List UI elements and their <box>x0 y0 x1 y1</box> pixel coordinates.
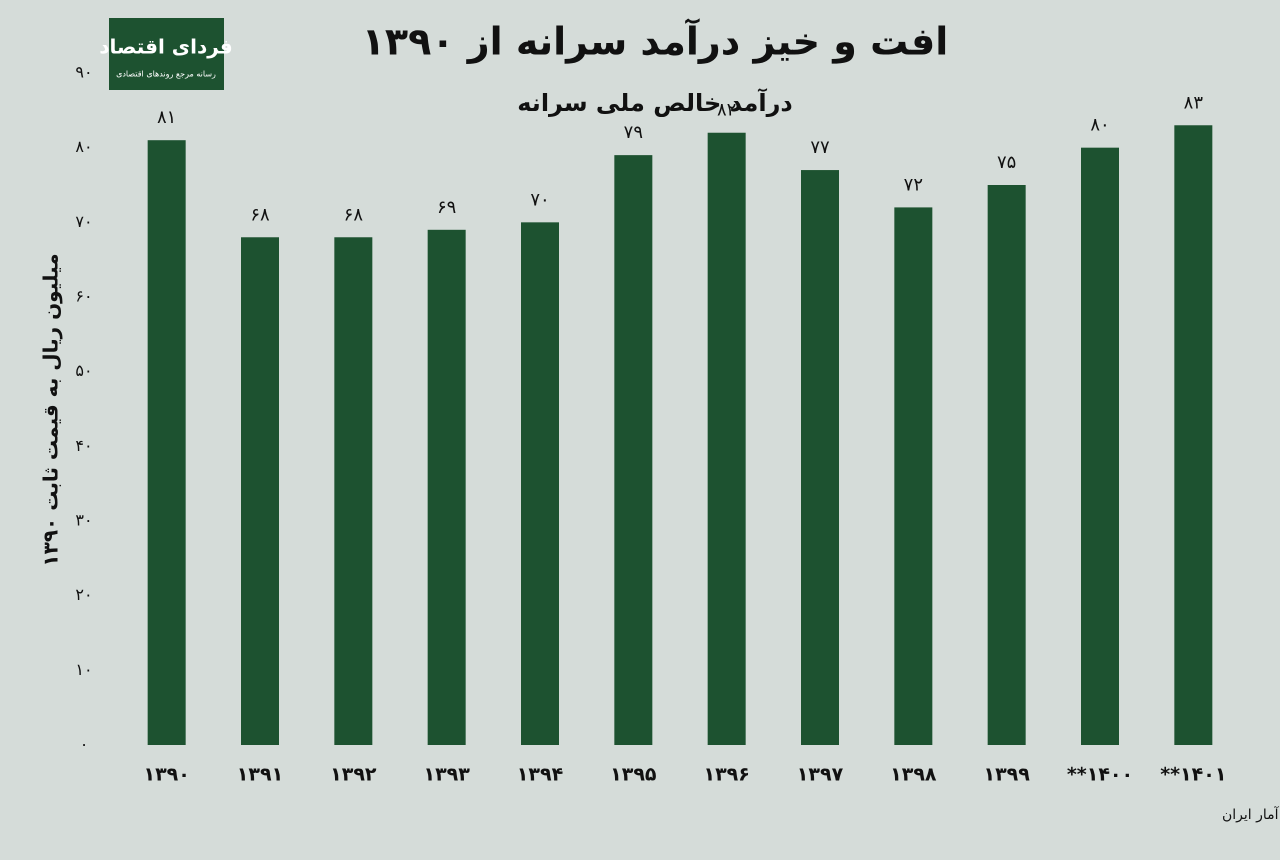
bar <box>1081 147 1119 745</box>
bar <box>147 140 186 745</box>
bar <box>801 170 839 746</box>
logo-tagline: رسانه مرجع روندهای اقتصادی <box>116 70 216 79</box>
x-tick-label: ۱۳۹۴ <box>517 764 563 786</box>
value-label: ۷۷ <box>810 137 830 158</box>
bar <box>1174 125 1213 746</box>
y-axis-label: میلیون ریال به قیمت ثابت ۱۳۹۰ <box>39 253 63 566</box>
x-tick-label: **۱۴۰۰ <box>1067 764 1133 786</box>
bar <box>987 185 1026 745</box>
x-tick-label: ۱۳۹۲ <box>330 764 377 786</box>
x-tick-label: ۱۳۹۷ <box>797 764 844 786</box>
bar <box>241 237 279 745</box>
value-label: ۶۸ <box>344 204 364 225</box>
value-label: ۷۹ <box>624 122 643 143</box>
y-tick-label: ۹۰ <box>75 63 92 82</box>
value-label: ۶۸ <box>250 204 270 225</box>
chart-subtitle: درآمد خالص ملی سرانه <box>517 88 792 117</box>
value-label: ۸۲ <box>717 100 736 121</box>
bar <box>707 132 746 745</box>
bar <box>521 222 559 746</box>
value-label: ۶۹ <box>437 197 456 218</box>
x-tick-label: **۱۴۰۱ <box>1160 764 1226 786</box>
y-tick-label: ۵۰ <box>75 361 92 380</box>
x-tick-label: ۱۳۹۵ <box>610 764 657 786</box>
x-tick-label: ۱۳۹۰ <box>143 764 189 786</box>
bar <box>614 155 653 746</box>
y-tick-label: ۰ <box>80 735 89 754</box>
x-tick-label: ۱۳۹۱ <box>237 764 283 786</box>
source: منبع: مرکز آمار ایران <box>1222 806 1280 823</box>
y-tick-label: ۱۰ <box>75 660 92 679</box>
logo-title: فردای اقتصاد <box>99 35 233 59</box>
y-tick-label: ۶۰ <box>75 287 92 306</box>
value-label: ۸۰ <box>1090 115 1109 136</box>
x-tick-label: ۱۳۹۶ <box>703 764 749 786</box>
bar <box>334 237 373 745</box>
y-tick-label: ۲۰ <box>75 585 92 604</box>
value-label: ۷۵ <box>997 152 1016 173</box>
bar <box>427 229 466 746</box>
y-tick-label: ۷۰ <box>75 212 92 231</box>
bar <box>894 207 933 745</box>
chart-title: افت و خیز درآمد سرانه از ۱۳۹۰ <box>362 18 949 65</box>
value-label: ۸۳ <box>1184 92 1204 113</box>
x-tick-label: ۱۳۹۸ <box>890 764 937 786</box>
logo-box <box>109 18 224 90</box>
x-tick-label: ۱۳۹۳ <box>423 764 470 786</box>
x-tick-label: ۱۳۹۹ <box>983 764 1030 786</box>
value-label: ۷۰ <box>530 189 549 210</box>
y-tick-label: ۸۰ <box>75 137 92 156</box>
y-tick-label: ۴۰ <box>75 436 92 455</box>
value-label: ۷۲ <box>904 174 923 195</box>
y-tick-label: ۳۰ <box>75 511 92 530</box>
value-label: ۸۱ <box>157 107 176 128</box>
